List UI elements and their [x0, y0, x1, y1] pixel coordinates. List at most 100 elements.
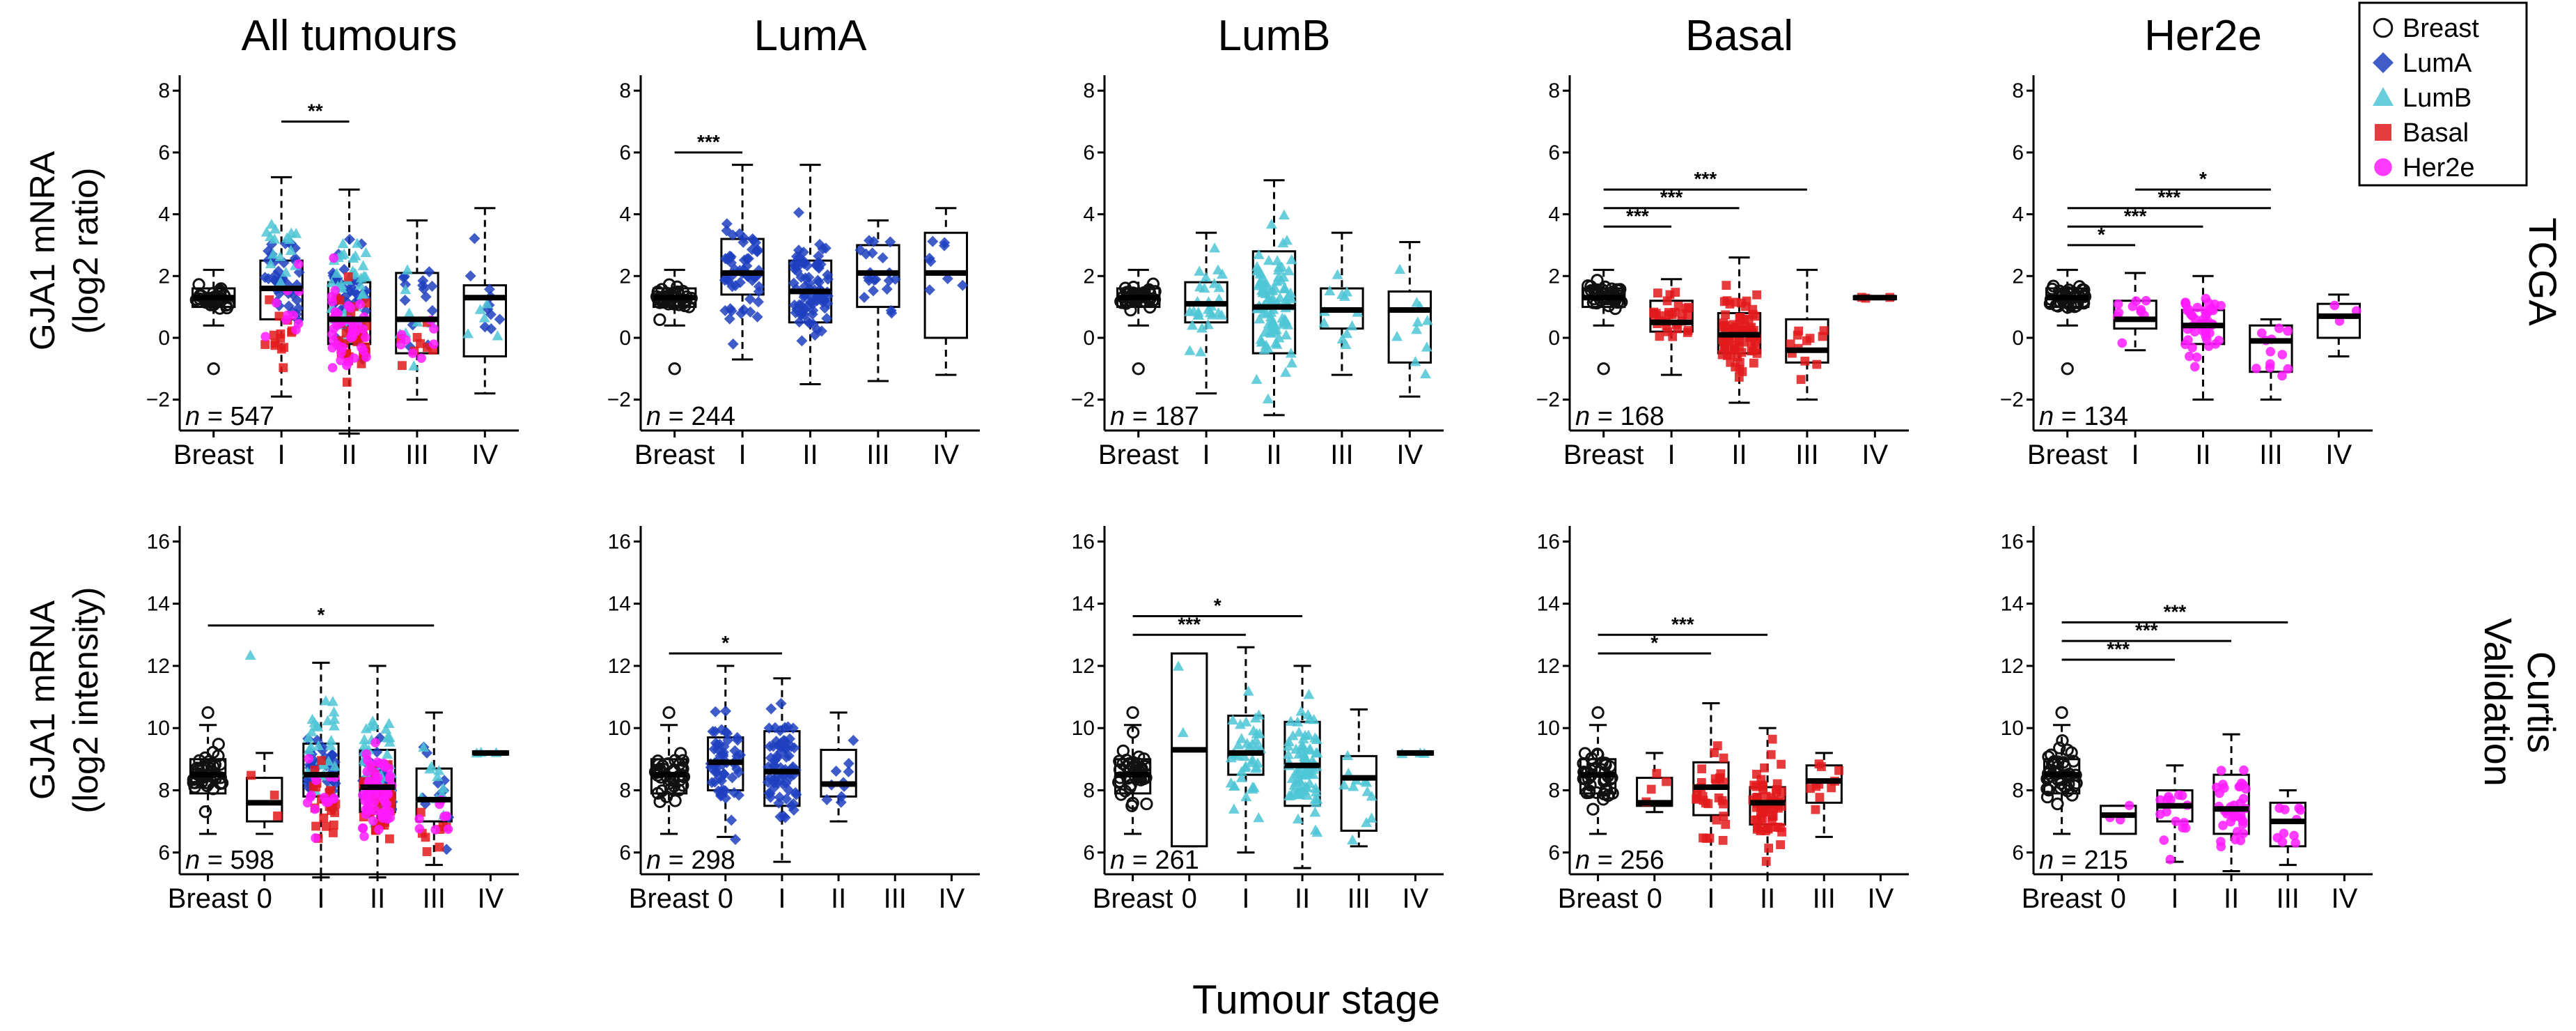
data-point: [1747, 346, 1756, 356]
data-point: [741, 260, 753, 272]
data-point: [2279, 828, 2289, 839]
y-tick-label: 6: [2012, 842, 2024, 865]
data-point: [783, 772, 795, 784]
data-point: [2185, 351, 2194, 362]
data-point: [1123, 757, 1136, 770]
data-point: [1273, 332, 1285, 343]
data-point: [280, 266, 292, 277]
panel-title: Her2e: [2144, 12, 2262, 60]
y-tick-label: 8: [1548, 779, 1560, 802]
data-point: [1584, 280, 1598, 293]
data-point: [1721, 310, 1730, 320]
y-tick-label: 8: [2012, 779, 2024, 802]
data-point: [942, 273, 953, 285]
data-point: [343, 272, 353, 281]
y-tick-label: 6: [1548, 141, 1560, 164]
data-point: [1752, 290, 1762, 300]
data-point: [868, 285, 880, 297]
data-point: [357, 260, 369, 270]
data-point: [1251, 761, 1263, 772]
data-point: [1410, 356, 1421, 366]
data-point: [1308, 763, 1320, 774]
data-point: [2183, 305, 2192, 316]
data-point: [1126, 726, 1140, 739]
data-point: [1235, 733, 1247, 743]
row-label-validation: Validation: [2476, 618, 2520, 786]
data-point: [1767, 816, 1777, 825]
data-point: [1285, 715, 1297, 726]
x-tick-label: IV: [932, 440, 959, 470]
significance-label: *: [1650, 632, 1658, 653]
data-point: [662, 777, 676, 790]
data-point: [396, 330, 407, 340]
data-point: [1227, 714, 1239, 725]
data-point: [1391, 330, 1403, 341]
x-tick-label: II: [1266, 440, 1281, 470]
outlier-point: [1126, 706, 1139, 720]
data-point: [1800, 356, 1810, 366]
x-tick-label: 0: [1647, 883, 1662, 914]
data-point: [1240, 716, 1252, 727]
data-point: [1116, 757, 1130, 770]
y-tick-label: 0: [158, 327, 170, 350]
x-tick-label: Breast: [1563, 440, 1644, 470]
data-point: [371, 746, 383, 758]
data-point: [338, 248, 350, 259]
data-point: [738, 232, 750, 244]
data-point: [329, 253, 338, 263]
x-tick-label: III: [423, 883, 446, 914]
data-point: [1283, 265, 1295, 276]
x-tick-label: 0: [718, 883, 733, 914]
y-tick-label: 10: [1072, 717, 1095, 740]
data-point: [1699, 796, 1708, 805]
data-point: [1235, 719, 1247, 729]
data-point: [343, 301, 354, 311]
data-point: [329, 713, 341, 724]
y-tick-label: 4: [158, 203, 170, 226]
data-point: [365, 721, 377, 731]
x-tick-label: 0: [1182, 883, 1197, 914]
data-point: [270, 223, 281, 234]
x-tick-label: II: [2224, 883, 2239, 914]
y-tick-label: 12: [1072, 655, 1095, 678]
data-point: [320, 695, 331, 706]
data-point: [2180, 339, 2190, 350]
data-point: [329, 761, 341, 771]
data-point: [1716, 769, 1726, 779]
data-point: [2065, 746, 2078, 759]
data-point: [2235, 798, 2245, 808]
data-point: [357, 359, 366, 369]
data-point: [779, 722, 791, 734]
sample-size-label: n = 187: [1110, 402, 1199, 431]
data-point: [2192, 352, 2202, 362]
significance-label: ***: [1694, 168, 1717, 189]
data-point: [923, 284, 935, 296]
data-point: [2068, 300, 2082, 313]
y-tick-label: −2: [146, 389, 170, 412]
x-tick-label: I: [317, 883, 325, 914]
data-point: [416, 353, 426, 363]
significance-label: ***: [1671, 613, 1694, 635]
data-point: [1758, 780, 1767, 790]
data-point: [712, 738, 724, 750]
data-point: [1217, 268, 1228, 279]
data-point: [2214, 336, 2224, 346]
data-point: [356, 289, 368, 300]
data-point: [719, 304, 731, 316]
data-point: [354, 300, 365, 309]
x-tick-label: IV: [1861, 440, 1888, 470]
data-point: [285, 245, 297, 255]
row-label-curtis: Curtis: [2520, 651, 2563, 753]
data-point: [1254, 313, 1265, 324]
data-point: [1292, 813, 1304, 824]
legend-label: LumB: [2403, 84, 2472, 113]
data-point: [1196, 322, 1208, 333]
data-point: [1311, 793, 1323, 804]
data-point: [1598, 787, 1611, 801]
data-point: [1297, 740, 1309, 751]
data-point: [870, 274, 882, 286]
data-point: [939, 240, 951, 251]
data-point: [1719, 799, 1728, 809]
